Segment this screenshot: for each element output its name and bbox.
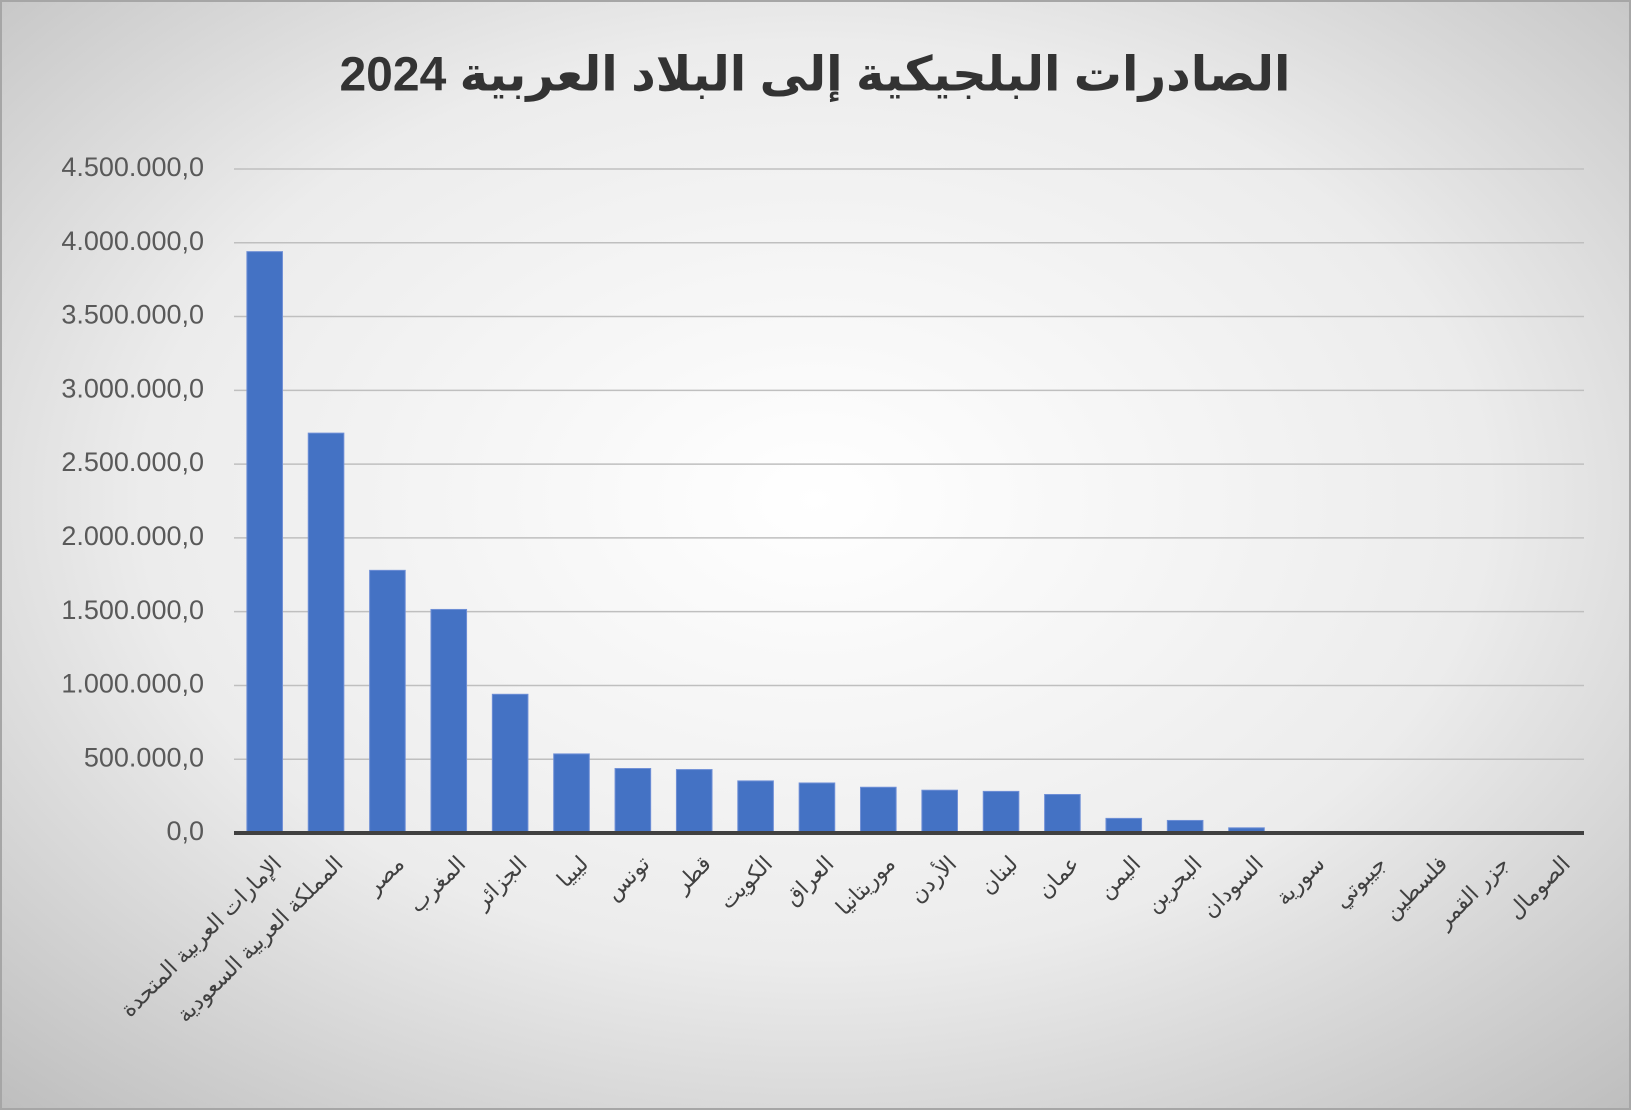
y-tick-label: 3.500.000,0 <box>61 300 204 330</box>
bar <box>369 569 406 834</box>
y-tick-label: 3.000.000,0 <box>61 373 204 403</box>
bar <box>921 789 958 834</box>
bar <box>1105 817 1143 834</box>
bar <box>553 753 590 834</box>
chart-title: الصادرات البلجيكية إلى البلاد العربية 20… <box>339 49 1290 103</box>
y-tick-label: 1.000.000,0 <box>61 669 204 699</box>
y-tick-label: 4.000.000,0 <box>61 226 204 256</box>
bar <box>798 782 836 834</box>
bar <box>614 768 652 834</box>
bar <box>1044 793 1081 834</box>
bar <box>246 251 283 834</box>
bar <box>675 769 713 834</box>
bar <box>430 608 468 834</box>
y-tick-label: 500.000,0 <box>84 742 204 772</box>
y-tick-label: 1.500.000,0 <box>61 595 204 625</box>
y-tick-label: 0,0 <box>166 816 204 846</box>
y-tick-label: 4.500.000,0 <box>61 152 204 182</box>
y-tick-label: 2.500.000,0 <box>61 447 204 477</box>
bar <box>307 432 345 834</box>
bar <box>737 780 774 834</box>
bar <box>860 786 897 834</box>
y-tick-label: 2.000.000,0 <box>61 521 204 551</box>
bar <box>982 790 1020 834</box>
bar <box>491 693 529 834</box>
